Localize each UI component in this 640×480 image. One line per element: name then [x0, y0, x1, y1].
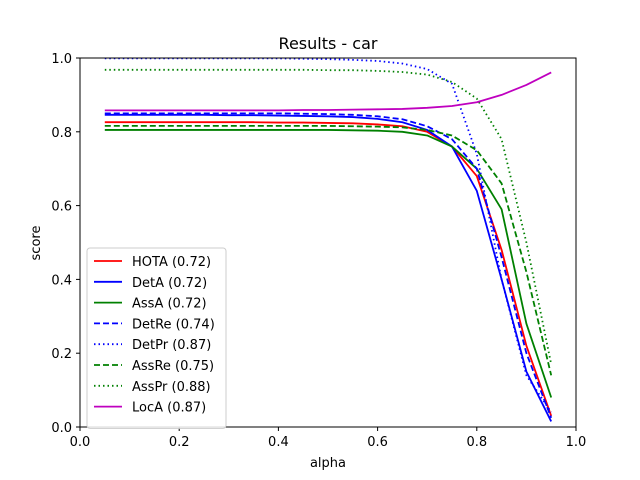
y-tick-label: 0.8: [51, 126, 72, 141]
axes-frame: [79, 57, 577, 428]
legend-entry-label: LocA (0.87): [132, 401, 206, 416]
x-tick-label: 0.0: [70, 435, 91, 450]
series-line-loca: [104, 71, 552, 112]
x-tick-label: 0.8: [466, 435, 487, 450]
legend-entry-label: AssA (0.72): [132, 297, 207, 312]
plot-area: [104, 57, 553, 422]
x-tick-label: 0.6: [367, 435, 388, 450]
series-line-deta: [104, 113, 553, 422]
y-tick-label: 0.6: [51, 200, 72, 215]
x-tick-label: 0.4: [268, 435, 289, 450]
chart-title: Results - car: [279, 34, 378, 53]
series-line-asspr: [104, 68, 553, 365]
axes: 0.0 0.2 0.4 0.6 0.8 1.0 0.0 0.2 0.4 0.6 0.8 1.0: [51, 52, 586, 450]
series-line-hota: [104, 121, 553, 417]
y-axis-label: score: [29, 226, 44, 261]
x-tick-label: 1.0: [566, 435, 587, 450]
legend-entry-label: DetPr (0.87): [132, 338, 211, 353]
legend-entry-label: HOTA (0.72): [132, 255, 211, 270]
x-tick-label: 0.2: [169, 435, 190, 450]
x-axis-label: alpha: [310, 456, 346, 471]
legend: HOTA (0.72) DetA (0.72) AssA (0.72) DetRe (…: [86, 247, 227, 429]
y-tick-label: 1.0: [51, 52, 72, 67]
series-line-assre: [104, 125, 553, 376]
legend-entry-label: DetRe (0.74): [132, 317, 215, 332]
series-line-detre: [104, 112, 553, 419]
legend-entry-label: AssPr (0.88): [132, 380, 211, 395]
legend-entry-label: AssRe (0.75): [132, 359, 214, 374]
legend-entry-label: DetA (0.72): [132, 276, 207, 291]
y-tick-label: 0.2: [51, 347, 72, 362]
y-tick-label: 0.0: [51, 421, 72, 436]
y-tick-label: 0.4: [51, 273, 72, 288]
legend-box: [86, 247, 227, 429]
